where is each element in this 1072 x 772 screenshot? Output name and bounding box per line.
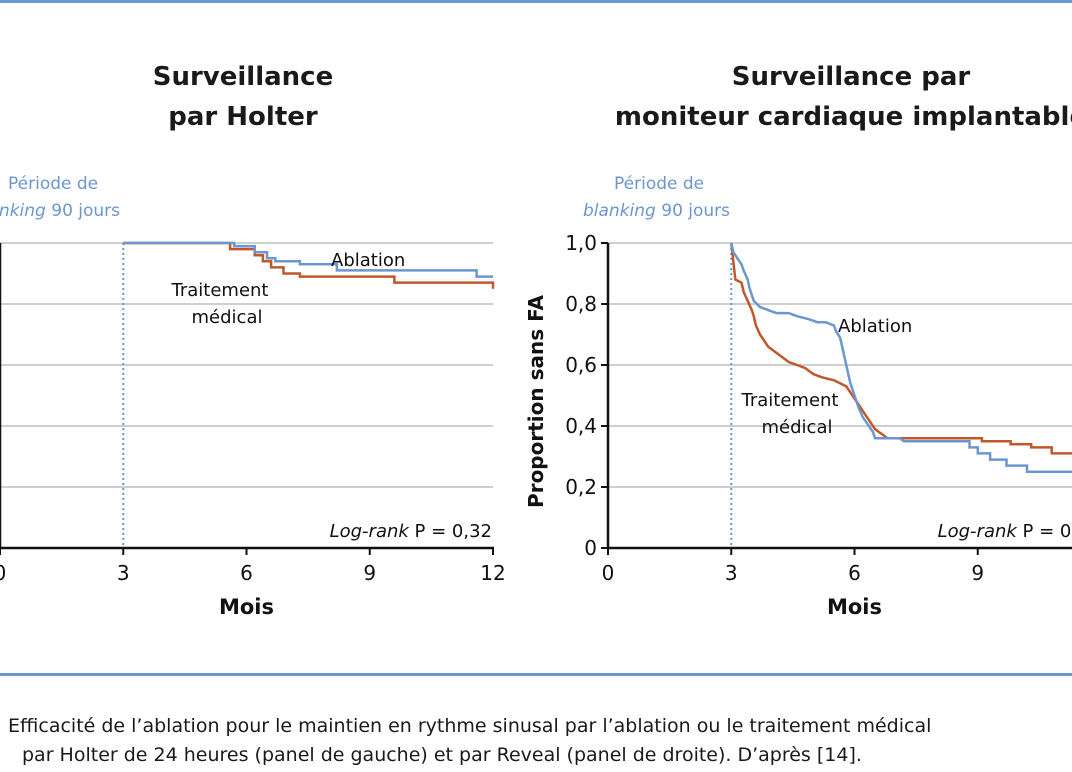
left-x-axis-label: Mois (219, 595, 274, 619)
right-panel-title: Surveillance par moniteur cardiaque impl… (601, 57, 1072, 137)
right-traitement-label-1: Traitement (741, 390, 839, 411)
left-ablation-label: Ablation (331, 250, 405, 271)
left-x-tick-label-0: 0 (0, 561, 6, 585)
left-panel-title: Surveillance par Holter (93, 57, 393, 137)
caption-line-2: par Holter de 24 heures (panel de gauche… (22, 744, 862, 766)
left-x-tick-label-4: 12 (480, 561, 505, 585)
left-blanking-italic: blanking (0, 201, 46, 221)
right-x-tick-label-0: 0 (602, 561, 615, 585)
left-traitement-label-2: médical (192, 307, 263, 328)
top-rule (0, 0, 1072, 3)
left-series-traitement-line (123, 241, 495, 289)
bottom-rule (0, 673, 1072, 676)
right-ablation-label: Ablation (838, 316, 912, 337)
right-y-axis-label: Proportion sans FA (524, 295, 548, 508)
figure-caption: Efficacité de l’ablation pour le maintie… (8, 712, 1072, 770)
right-x-tick-label-1: 3 (725, 561, 738, 585)
right-x-tick-label-2: 6 (848, 561, 861, 585)
right-title-line-2: moniteur cardiaque implantable (614, 102, 1072, 132)
left-logrank-value: P = 0,32 (409, 521, 492, 542)
left-title-line-2: par Holter (168, 102, 318, 132)
right-y-tick-label-0: 0 (584, 536, 597, 560)
right-blanking-label-line-2: blanking 90 jours (583, 198, 730, 225)
right-y-tick-label-3: 0,6 (565, 353, 597, 377)
left-title-line-1: Surveillance (152, 62, 334, 92)
right-series-traitement-line (730, 242, 1072, 455)
right-blanking-label-line-1: Période de (614, 174, 705, 194)
right-logrank-annotation: Log-rank P = 0,32 (938, 521, 1072, 542)
left-x-tick-label-3: 9 (363, 561, 376, 585)
right-y-tick-label-1: 0,2 (565, 475, 597, 499)
right-x-axis-label: Mois (827, 595, 882, 619)
left-blanking-label-line-1: Période de (8, 174, 99, 194)
right-traitement-label-2: médical (762, 417, 833, 438)
right-logrank-value: P = 0,32 (1017, 521, 1072, 542)
right-series-ablation-line (730, 242, 1072, 474)
right-blanking-italic: blanking (583, 201, 656, 221)
caption-line-1: Efficacité de l’ablation pour le maintie… (8, 715, 932, 737)
right-y-tick-label-5: 1,0 (565, 231, 597, 255)
right-logrank-italic: Log-rank (938, 521, 1019, 542)
left-x-tick-label-1: 3 (117, 561, 130, 585)
right-blanking-rest: 90 jours (655, 201, 731, 221)
right-title-line-1: Surveillance par (731, 62, 971, 92)
left-x-tick-label-2: 6 (240, 561, 253, 585)
left-logrank-annotation: Log-rank P = 0,32 (330, 521, 492, 542)
right-y-tick-label-4: 0,8 (565, 292, 597, 316)
left-blanking-label-line-2: blanking 90 jours (0, 198, 120, 225)
right-y-tick-label-2: 0,4 (565, 414, 597, 438)
left-series-ablation-line (123, 241, 493, 278)
left-blanking-rest: 90 jours (45, 201, 121, 221)
left-logrank-italic: Log-rank (330, 521, 411, 542)
left-traitement-label-1: Traitement (171, 280, 269, 301)
right-x-tick-label-3: 9 (971, 561, 984, 585)
